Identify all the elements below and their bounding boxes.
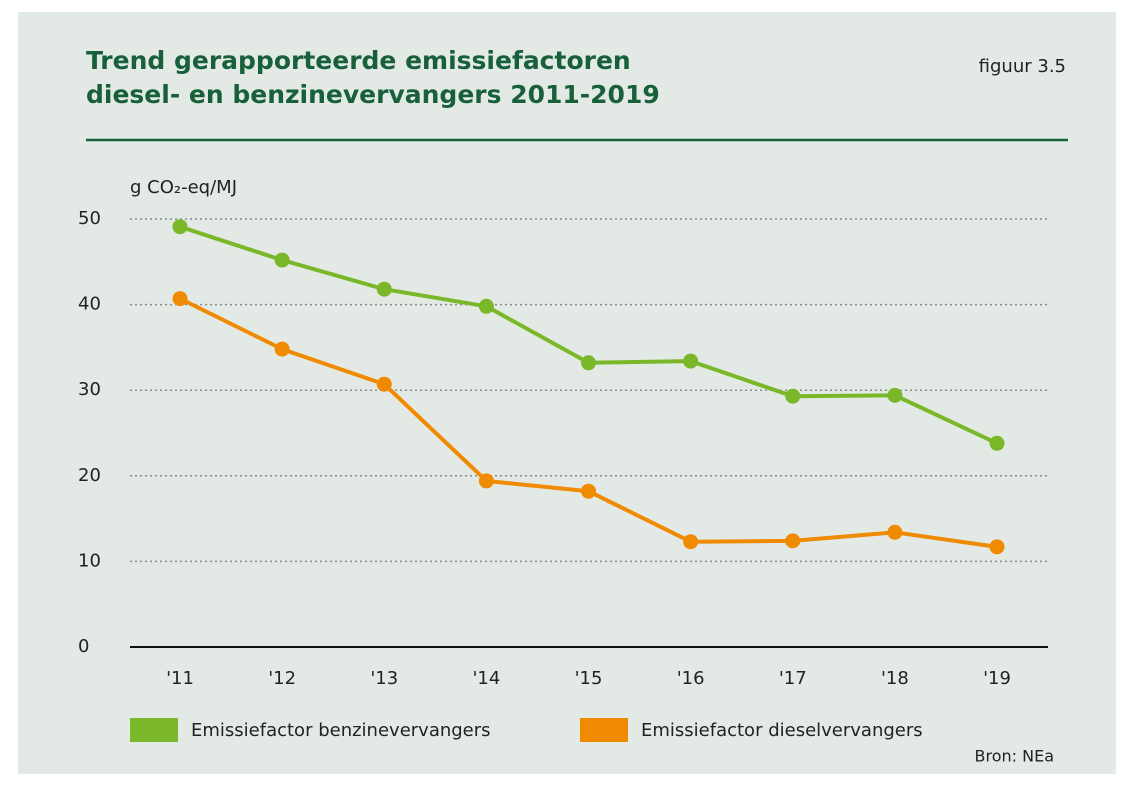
legend-swatch xyxy=(130,718,178,742)
point xyxy=(683,353,699,369)
x-tick-label: '14 xyxy=(472,668,500,689)
y-tick-label: 40 xyxy=(78,294,101,315)
x-tick-label: '11 xyxy=(166,668,194,689)
y-axis-label: g CO₂-eq/MJ xyxy=(130,177,237,198)
x-tick-label: '12 xyxy=(268,668,296,689)
y-tick-label: 30 xyxy=(78,379,101,400)
x-tick-label: '18 xyxy=(881,668,909,689)
point xyxy=(581,355,596,371)
x-tick-label: '16 xyxy=(677,668,705,689)
point xyxy=(376,281,392,297)
point xyxy=(478,298,494,314)
legend-swatch xyxy=(580,718,628,742)
legend-label: Emissiefactor dieselvervangers xyxy=(641,720,923,741)
figure-label: figuur 3.5 xyxy=(979,56,1066,77)
point xyxy=(376,376,392,392)
point xyxy=(989,539,1005,555)
x-tick-label: '17 xyxy=(779,668,807,689)
x-tick-label: '15 xyxy=(575,668,603,689)
point xyxy=(785,533,801,549)
point xyxy=(683,534,699,550)
source: Bron: NEa xyxy=(975,747,1055,766)
legend-label: Emissiefactor benzinevervangers xyxy=(191,720,491,741)
chart-title: Trend gerapporteerde emissiefactoren xyxy=(86,46,631,75)
point xyxy=(989,435,1005,451)
point xyxy=(172,291,188,307)
point xyxy=(581,483,596,499)
point xyxy=(274,341,290,357)
point xyxy=(785,388,801,404)
y-tick-label: 50 xyxy=(78,208,101,229)
x-tick-label: '19 xyxy=(983,668,1011,689)
y-tick-label: 0 xyxy=(78,636,89,657)
y-tick-label: 10 xyxy=(78,550,101,571)
chart-title: diesel- en benzinevervangers 2011-2019 xyxy=(86,80,660,109)
point xyxy=(478,473,494,489)
point xyxy=(887,387,903,403)
y-tick-label: 20 xyxy=(78,465,101,486)
x-tick-label: '13 xyxy=(370,668,398,689)
point xyxy=(887,524,903,540)
point xyxy=(274,252,290,268)
point xyxy=(172,219,188,235)
panel xyxy=(18,12,1116,774)
